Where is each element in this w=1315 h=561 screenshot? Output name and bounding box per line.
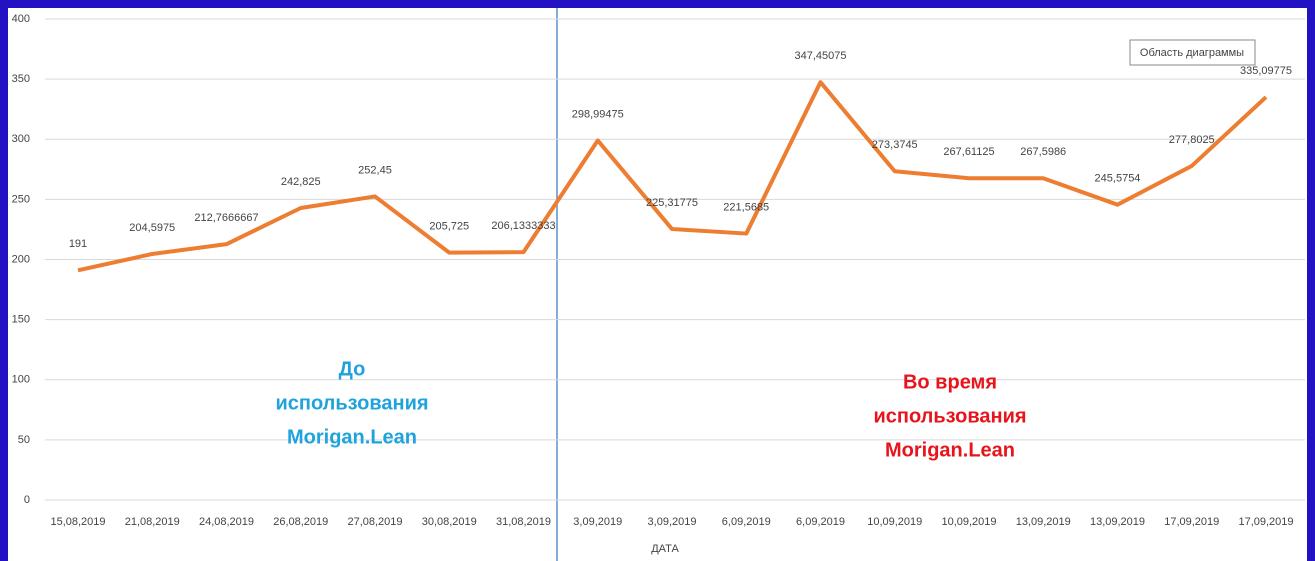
x-tick-label: 13,09,2019 [1090, 516, 1145, 528]
y-tick-label: 400 [12, 13, 30, 25]
data-label: 267,61125 [943, 146, 994, 158]
annotation: использования [873, 405, 1026, 427]
x-tick-label: 21,08,2019 [125, 516, 180, 528]
data-label: 347,45075 [795, 50, 847, 62]
y-tick-label: 300 [12, 133, 30, 145]
data-label: 221,5685 [723, 201, 769, 213]
y-tick-label: 200 [12, 253, 30, 265]
x-axis-title: ДАТА [651, 543, 679, 555]
tooltip: Область диаграммы [1140, 47, 1244, 59]
annotation: Morigan.Lean [287, 426, 417, 448]
x-tick-label: 3,09,2019 [573, 516, 622, 528]
y-tick-label: 250 [12, 193, 30, 205]
data-label: 267,5986 [1020, 146, 1066, 158]
x-tick-label: 17,09,2019 [1164, 516, 1219, 528]
x-tick-label: 6,09,2019 [722, 516, 771, 528]
x-tick-label: 26,08,2019 [273, 516, 328, 528]
data-label: 277,8025 [1169, 134, 1215, 146]
data-label: 252,45 [358, 164, 392, 176]
data-label: 225,31775 [646, 197, 698, 209]
data-label: 191 [69, 238, 87, 250]
x-tick-label: 24,08,2019 [199, 516, 254, 528]
y-tick-label: 50 [18, 434, 30, 446]
x-tick-label: 30,08,2019 [422, 516, 477, 528]
data-label: 335,09775 [1240, 65, 1292, 77]
annotation: Во время [903, 371, 997, 393]
x-tick-label: 3,09,2019 [648, 516, 697, 528]
chart-area [8, 8, 1307, 561]
x-tick-label: 13,09,2019 [1016, 516, 1071, 528]
annotation: До [339, 358, 366, 380]
y-tick-label: 0 [24, 494, 30, 506]
data-line [77, 80, 1268, 273]
x-tick-label: 10,09,2019 [941, 516, 996, 528]
data-label: 298,99475 [572, 108, 624, 120]
x-tick-label: 15,08,2019 [50, 516, 105, 528]
annotation: использования [275, 392, 428, 414]
y-tick-label: 100 [12, 374, 30, 386]
y-tick-label: 150 [12, 314, 30, 326]
x-tick-label: 17,09,2019 [1238, 516, 1293, 528]
data-label: 273,3745 [872, 139, 918, 151]
x-tick-label: 27,08,2019 [347, 516, 402, 528]
x-tick-label: 10,09,2019 [867, 516, 922, 528]
data-label: 204,5975 [129, 222, 175, 234]
data-label: 212,7666667 [194, 212, 258, 224]
x-tick-label: 6,09,2019 [796, 516, 845, 528]
data-label: 242,825 [281, 176, 321, 188]
tooltip-box [1129, 39, 1256, 66]
data-label: 245,5754 [1095, 173, 1141, 185]
x-tick-label: 31,08,2019 [496, 516, 551, 528]
annotation: Morigan.Lean [885, 439, 1015, 461]
data-label: 206,1333333 [491, 220, 555, 232]
y-tick-label: 350 [12, 73, 30, 85]
data-label: 205,725 [429, 221, 469, 233]
